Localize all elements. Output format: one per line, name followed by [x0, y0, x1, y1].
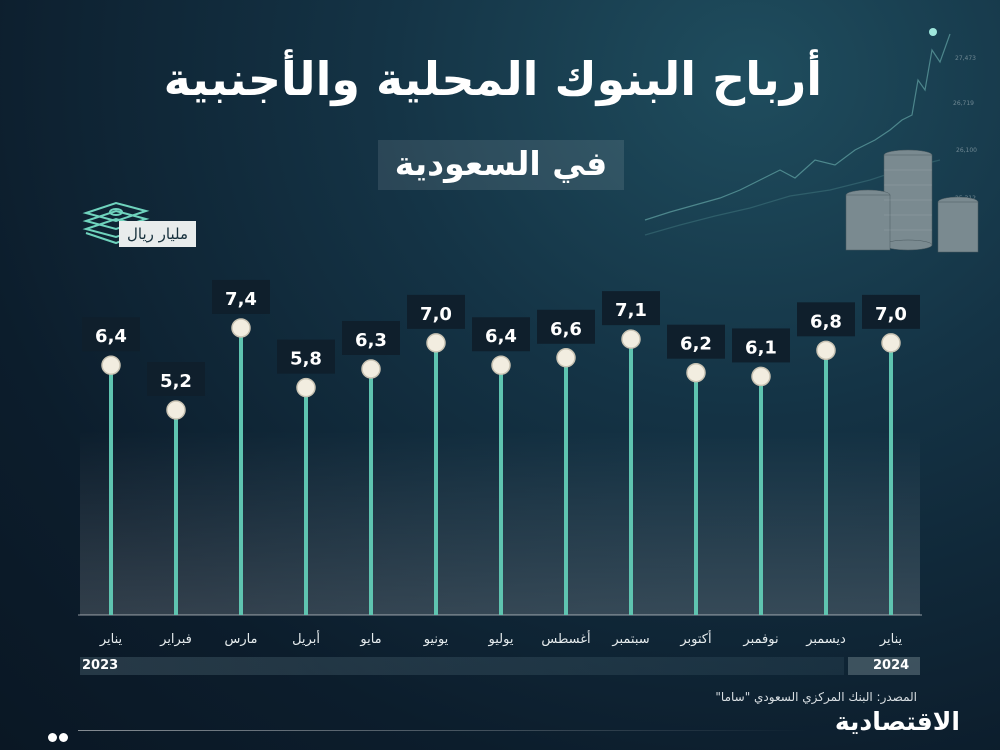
year-label-2023: 2023: [82, 658, 119, 673]
value-label-box: [212, 279, 270, 314]
svg-text:27,473: 27,473: [955, 55, 976, 62]
bar-marker: [881, 333, 901, 353]
bar-marker: [361, 359, 381, 379]
value-label: 6,8: [810, 311, 842, 332]
year-bar-2024: [848, 657, 920, 675]
value-label-box: [862, 294, 920, 329]
bar-marker: [296, 377, 316, 398]
month-label: يونيو: [423, 632, 449, 647]
month-label: فبراير: [159, 632, 192, 647]
value-label-box: [472, 317, 530, 352]
bar-marker: [816, 340, 836, 361]
value-label: 6,4: [485, 326, 517, 347]
value-label: 6,4: [95, 326, 127, 347]
footer-divider: [78, 730, 808, 731]
unit-label: مليار ريال: [119, 221, 196, 247]
value-label-box: [82, 317, 140, 352]
value-label: 6,2: [680, 334, 712, 355]
month-label: أغسطس: [541, 630, 590, 647]
value-label-box: [342, 320, 400, 355]
bar-marker: [166, 400, 186, 420]
value-label-box: [277, 339, 335, 374]
month-label: يناير: [99, 632, 123, 647]
svg-text:26,100: 26,100: [956, 147, 977, 154]
value-label-box: [732, 328, 790, 363]
month-label: نوفمبر: [742, 632, 778, 647]
svg-text:26,719: 26,719: [953, 100, 974, 107]
value-label-box: [407, 294, 465, 329]
month-label: يوليو: [488, 632, 514, 647]
bar-marker: [426, 333, 446, 353]
value-label-box: [667, 324, 725, 359]
year-label-2024: 2024: [873, 658, 910, 673]
page-subtitle: في السعودية: [378, 140, 624, 190]
bar-marker: [686, 362, 706, 383]
bar-marker: [621, 329, 641, 349]
bar-marker: [101, 355, 121, 375]
page-title: أرباح البنوك المحلية والأجنبية: [163, 52, 822, 106]
value-label-box: [797, 302, 855, 337]
bar-marker: [231, 318, 251, 338]
value-label: 6,3: [355, 330, 387, 351]
value-label: 6,6: [550, 319, 582, 340]
month-label: مارس: [224, 632, 257, 647]
value-label: 7,0: [420, 304, 452, 325]
value-label-box: [602, 291, 660, 326]
year-bar-2023: [80, 657, 844, 675]
month-label: مايو: [359, 632, 381, 647]
value-label: 7,0: [875, 304, 907, 325]
month-label: ديسمبر: [805, 632, 846, 647]
month-label: أكتوبر: [679, 630, 711, 647]
value-label-box: [147, 362, 205, 396]
value-label: 7,1: [615, 300, 647, 321]
footer-dots: [48, 727, 70, 746]
value-label-box: [537, 309, 595, 344]
value-label: 7,4: [225, 289, 257, 310]
value-label: 5,2: [160, 371, 192, 392]
bar-marker: [491, 355, 511, 375]
month-label: يناير: [879, 632, 903, 647]
value-label: 6,1: [745, 337, 777, 358]
brand-logo: الاقتصادية: [834, 707, 960, 736]
bar-marker: [751, 366, 771, 387]
value-label: 5,8: [290, 349, 322, 370]
source-note: المصدر: البنك المركزي السعودي "ساما": [715, 690, 917, 704]
bar-marker: [556, 348, 576, 368]
month-label: سبتمبر: [611, 632, 649, 647]
month-label: أبريل: [292, 630, 320, 647]
